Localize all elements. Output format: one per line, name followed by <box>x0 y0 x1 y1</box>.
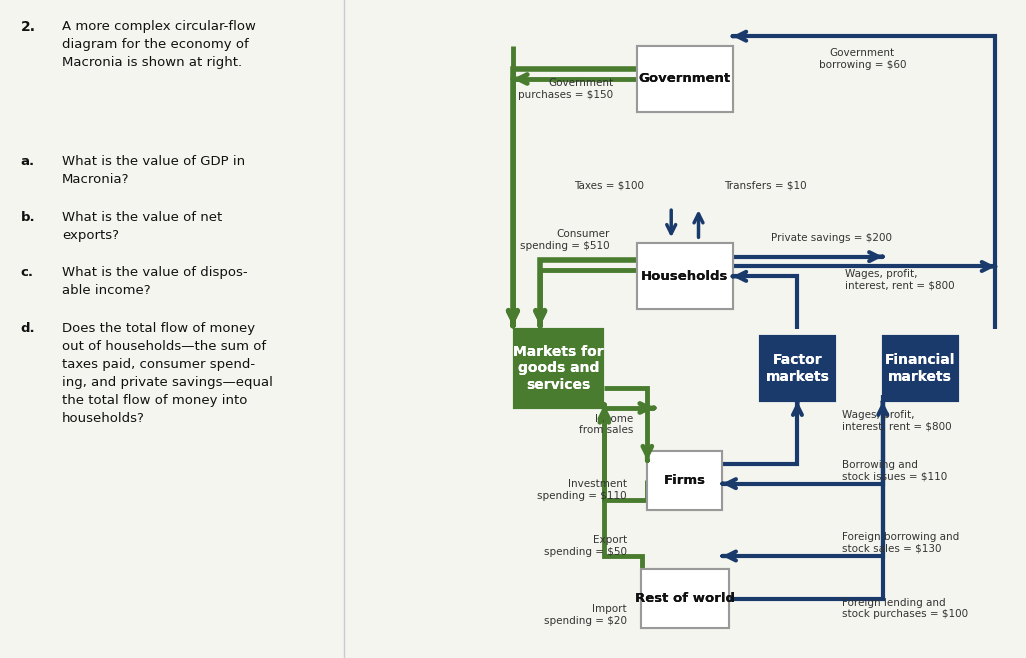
Text: Rest of world: Rest of world <box>635 592 735 605</box>
FancyBboxPatch shape <box>647 451 722 510</box>
FancyBboxPatch shape <box>882 336 957 401</box>
Text: Taxes = $100: Taxes = $100 <box>574 180 644 191</box>
Text: Consumer
spending = $510: Consumer spending = $510 <box>520 230 609 251</box>
Text: Government: Government <box>639 72 731 86</box>
FancyBboxPatch shape <box>637 46 733 112</box>
Text: Borrowing and
stock issues = $110: Borrowing and stock issues = $110 <box>841 460 947 481</box>
Text: Financial
markets: Financial markets <box>885 353 955 384</box>
Text: Foreign lending and
stock purchases = $100: Foreign lending and stock purchases = $1… <box>841 598 968 619</box>
Text: 2.: 2. <box>21 20 36 34</box>
Text: Government: Government <box>639 72 731 86</box>
FancyBboxPatch shape <box>760 336 835 401</box>
Text: Wages, profit,
interest, rent = $800: Wages, profit, interest, rent = $800 <box>841 411 951 432</box>
Text: Investment
spending = $110: Investment spending = $110 <box>538 480 627 501</box>
FancyBboxPatch shape <box>637 46 733 112</box>
FancyBboxPatch shape <box>637 243 733 309</box>
Text: Firms: Firms <box>664 474 706 487</box>
Text: Rest of world: Rest of world <box>635 592 735 605</box>
FancyBboxPatch shape <box>760 336 835 401</box>
Text: Financial
markets: Financial markets <box>885 353 955 384</box>
Text: Government
borrowing = $60: Government borrowing = $60 <box>819 49 906 70</box>
Text: What is the value of GDP in
Macronia?: What is the value of GDP in Macronia? <box>62 155 245 186</box>
FancyBboxPatch shape <box>640 569 729 628</box>
Text: a.: a. <box>21 155 35 168</box>
Text: Wages, profit,
interest, rent = $800: Wages, profit, interest, rent = $800 <box>845 269 955 290</box>
FancyBboxPatch shape <box>514 329 603 408</box>
Text: Government
purchases = $150: Government purchases = $150 <box>518 78 614 99</box>
Text: What is the value of dispos-
able income?: What is the value of dispos- able income… <box>62 266 247 297</box>
FancyBboxPatch shape <box>514 329 603 408</box>
FancyBboxPatch shape <box>882 336 957 401</box>
FancyBboxPatch shape <box>640 569 729 628</box>
Text: A more complex circular-flow
diagram for the economy of
Macronia is shown at rig: A more complex circular-flow diagram for… <box>62 20 255 68</box>
Text: Markets for
goods and
services: Markets for goods and services <box>513 345 604 392</box>
Text: Income
from sales: Income from sales <box>580 414 634 435</box>
FancyBboxPatch shape <box>637 243 733 309</box>
Text: Factor
markets: Factor markets <box>765 353 829 384</box>
Text: c.: c. <box>21 266 34 280</box>
Text: Transfers = $10: Transfers = $10 <box>724 180 807 191</box>
Text: d.: d. <box>21 322 35 336</box>
Text: Export
spending = $50: Export spending = $50 <box>544 536 627 557</box>
Text: Firms: Firms <box>664 474 706 487</box>
Text: Households: Households <box>641 270 728 283</box>
Text: Households: Households <box>641 270 728 283</box>
FancyBboxPatch shape <box>647 451 722 510</box>
Text: b.: b. <box>21 211 35 224</box>
Text: Markets for
goods and
services: Markets for goods and services <box>513 345 604 392</box>
Text: Does the total flow of money
out of households—the sum of
taxes paid, consumer s: Does the total flow of money out of hous… <box>62 322 273 426</box>
Text: Private savings = $200: Private savings = $200 <box>772 233 892 243</box>
Text: Import
spending = $20: Import spending = $20 <box>544 605 627 626</box>
Text: What is the value of net
exports?: What is the value of net exports? <box>62 211 222 241</box>
Text: Factor
markets: Factor markets <box>765 353 829 384</box>
Text: Foreign borrowing and
stock sales = $130: Foreign borrowing and stock sales = $130 <box>841 532 959 553</box>
